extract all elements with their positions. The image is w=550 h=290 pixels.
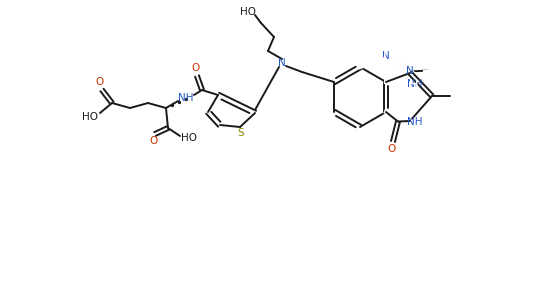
Text: NH: NH [407,117,423,127]
Text: N: N [377,50,395,63]
Text: N: N [382,51,390,61]
Text: O: O [388,144,396,155]
Text: HO: HO [240,7,256,17]
Text: S: S [238,128,244,138]
Text: NH: NH [399,77,431,90]
Text: NH: NH [178,93,194,103]
Text: O: O [95,77,103,87]
Text: N: N [278,58,286,68]
Text: O: O [191,63,199,73]
Text: N: N [406,66,414,76]
Text: HO: HO [181,133,197,143]
Text: O: O [149,136,157,146]
Text: HO: HO [82,112,98,122]
Text: NH: NH [407,79,423,89]
